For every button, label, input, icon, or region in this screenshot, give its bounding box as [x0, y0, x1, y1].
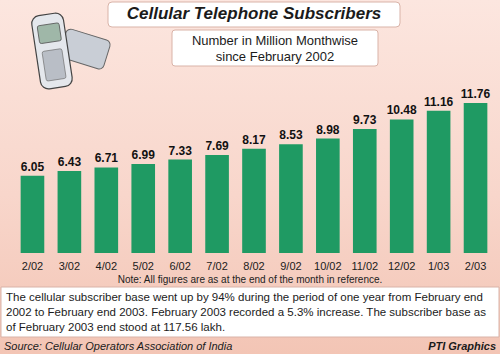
- svg-text:2002 to February end 2003. Feb: 2002 to February end 2003. February 2003…: [6, 306, 489, 318]
- svg-text:7.69: 7.69: [205, 139, 229, 153]
- svg-text:since February 2002: since February 2002: [216, 49, 335, 64]
- svg-text:8/02: 8/02: [243, 260, 264, 272]
- svg-text:6.43: 6.43: [58, 155, 82, 169]
- svg-text:9.73: 9.73: [353, 113, 377, 127]
- svg-text:1/03: 1/03: [428, 260, 449, 272]
- svg-text:9/02: 9/02: [280, 260, 301, 272]
- svg-text:7/02: 7/02: [206, 260, 227, 272]
- svg-text:6.05: 6.05: [21, 160, 45, 174]
- svg-text:The cellular subscriber base w: The cellular subscriber base went up by …: [6, 291, 486, 303]
- svg-text:2/02: 2/02: [22, 260, 43, 272]
- svg-text:2/03: 2/03: [465, 260, 486, 272]
- svg-text:Note: All figures are as at th: Note: All figures are as at the end of t…: [118, 274, 383, 285]
- svg-text:10/02: 10/02: [314, 260, 342, 272]
- svg-text:of February 2003 end stood at: of February 2003 end stood at 117.56 lak…: [6, 321, 225, 333]
- svg-text:7.33: 7.33: [168, 144, 192, 158]
- svg-text:6.71: 6.71: [95, 151, 119, 165]
- svg-text:11.76: 11.76: [461, 87, 491, 101]
- svg-text:12/02: 12/02: [388, 260, 416, 272]
- svg-text:Source: Cellular Operators Ass: Source: Cellular Operators Association o…: [4, 340, 232, 352]
- svg-text:5/02: 5/02: [133, 260, 154, 272]
- svg-text:10.48: 10.48: [387, 103, 417, 117]
- svg-text:8.17: 8.17: [242, 133, 266, 147]
- svg-text:Number in Million Monthwise: Number in Million Monthwise: [192, 33, 358, 48]
- svg-text:3/02: 3/02: [59, 260, 80, 272]
- svg-text:Cellular Telephone Subscribers: Cellular Telephone Subscribers: [127, 4, 381, 23]
- svg-text:8.98: 8.98: [316, 123, 340, 137]
- svg-text:11/02: 11/02: [351, 260, 378, 272]
- svg-text:6/02: 6/02: [169, 260, 190, 272]
- svg-text:PTI Graphics: PTI Graphics: [428, 340, 496, 352]
- svg-text:8.53: 8.53: [279, 128, 303, 142]
- svg-text:4/02: 4/02: [96, 260, 117, 272]
- svg-text:6.99: 6.99: [132, 148, 156, 162]
- svg-text:11.16: 11.16: [424, 95, 454, 109]
